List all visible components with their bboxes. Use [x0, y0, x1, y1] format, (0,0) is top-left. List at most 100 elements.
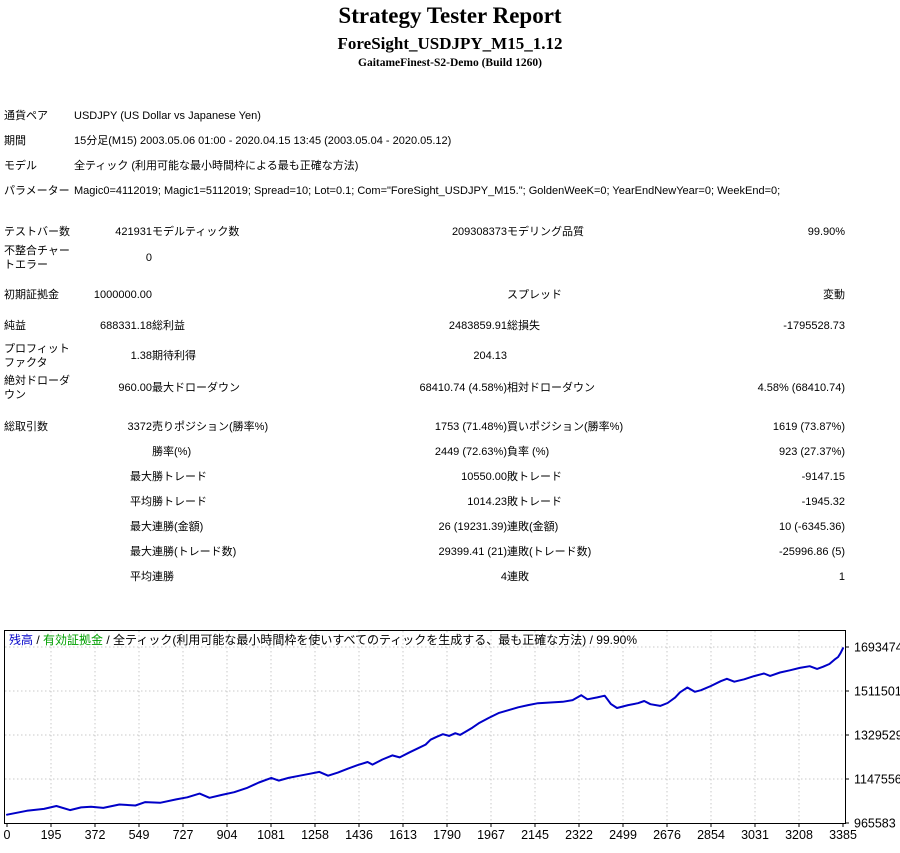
x-axis-label: 3385: [829, 828, 857, 842]
table-row: 絶対ドローダウン 960.00 最大ドローダウン 68410.74 (4.58%) 相対…: [4, 374, 845, 402]
stat-label: 総取引数: [4, 420, 48, 433]
x-axis-label: 1790: [433, 828, 461, 842]
stat-value: 4.58% (68410.74): [757, 382, 846, 394]
legend-separator: /: [33, 633, 43, 647]
table-row: 勝率(%) 2449 (72.63%) 負率 (%) 923 (27.37%): [4, 439, 845, 464]
legend-balance-label: 残高: [9, 632, 33, 647]
balance-chart-svg: 0 195 372 549 727 904 1081 1258 1436 1613 1790 1967…: [4, 630, 900, 842]
server-build: GaitameFinest-S2-Demo (Build 1260): [358, 57, 542, 69]
stat-label: 純益: [4, 319, 26, 332]
stat-value: 204.13: [473, 350, 507, 362]
stat-label: 連敗(金額): [507, 520, 559, 533]
stat-value: 10550.00: [461, 470, 507, 483]
table-row: モデル 全ティック (利用可能な最小時間枠による最も正確な方法): [4, 153, 845, 178]
x-axis-label: 1081: [257, 828, 285, 842]
stat-value: 688331.18: [100, 319, 152, 332]
x-axis-label: 2145: [521, 828, 549, 842]
stat-label: 敗トレード: [507, 470, 562, 483]
stat-value: 変動: [823, 288, 846, 301]
x-axis-label: 1613: [389, 828, 417, 842]
stat-label: [4, 464, 74, 489]
stat-label: テストバー数: [4, 225, 70, 238]
stat-value: [679, 244, 845, 272]
page-title: Strategy Tester Report: [338, 3, 562, 28]
spacer-row: [4, 272, 845, 282]
stat-value: 99.90%: [807, 225, 846, 238]
y-axis-label: 965583: [854, 817, 896, 831]
table-row: 平均 勝トレード 1014.23 敗トレード -1945.32: [4, 489, 845, 514]
y-axis-label: 1693474: [854, 641, 900, 655]
y-axis-label: 1329529: [854, 729, 900, 743]
stat-label: モデリング品質: [507, 225, 584, 238]
stat-value: 最大: [130, 520, 152, 533]
stat-label: 相対ドローダウン: [507, 382, 595, 394]
x-axis-label: 549: [129, 828, 150, 842]
stat-label: 勝トレード: [152, 470, 207, 483]
stat-value: 0: [145, 252, 152, 264]
stat-label: 通貨ペア: [4, 109, 48, 122]
spacer-row: [4, 402, 845, 414]
stat-label: 最大ドローダウン: [152, 382, 240, 394]
spacer-cell: [4, 272, 845, 282]
stat-label: [507, 342, 679, 370]
x-axis-label: 2676: [653, 828, 681, 842]
stat-label: 不整合チャートエラー: [4, 245, 70, 271]
stat-label: [4, 539, 74, 564]
stat-value: 平均: [130, 570, 152, 583]
plot-border: [4, 630, 846, 824]
x-axis-label: 195: [41, 828, 62, 842]
stat-value: 1: [838, 570, 846, 583]
stat-value: [342, 282, 507, 307]
stat-value: [342, 244, 507, 272]
table-row: 最大 勝トレード 10550.00 敗トレード -9147.15: [4, 464, 845, 489]
stat-value: 1.38: [130, 350, 152, 362]
stat-label: 売りポジション(勝率%): [152, 420, 269, 433]
stat-value: 最大: [130, 470, 152, 483]
table-row: 最大 連勝(金額) 26 (19231.39) 連敗(金額) 10 (-6345.36): [4, 514, 845, 539]
table-row: 純益 688331.18 総利益 2483859.91 総損失 -1795528.73: [4, 313, 845, 338]
stat-value: 15分足(M15) 2003.05.06 01:00 - 2020.04.15 …: [74, 134, 452, 147]
stat-value: [679, 342, 845, 370]
table-row: プロフィットファクタ 1.38 期待利得 204.13: [4, 342, 845, 370]
stat-value: 960.00: [118, 382, 152, 394]
stat-label: モデル: [4, 159, 37, 172]
table-row: 最大 連勝(トレード数) 29399.41 (21) 連敗(トレード数) -25996.…: [4, 539, 845, 564]
stat-value: 1619 (73.87%): [772, 420, 846, 433]
stat-value: 209308373: [451, 225, 507, 238]
stat-label: [152, 282, 342, 307]
x-axis-label: 0: [4, 828, 11, 842]
stat-label: 勝トレード: [152, 495, 207, 508]
x-axis-label: 2854: [697, 828, 725, 842]
x-axis-label: 2499: [609, 828, 637, 842]
stat-value: [74, 439, 152, 464]
x-axis-label: 372: [85, 828, 106, 842]
expert-name: ForeSight_USDJPY_M15_1.12: [337, 34, 563, 53]
stat-label: 期待利得: [152, 350, 196, 362]
stat-value: 2483859.91: [448, 319, 507, 332]
stat-value: 923 (27.37%): [778, 445, 846, 458]
balance-chart: 0 195 372 549 727 904 1081 1258 1436 1613 1790 1967…: [0, 630, 900, 848]
stat-value: -1945.32: [801, 495, 846, 508]
stat-label: [152, 244, 342, 272]
stat-label: 買いポジション(勝率%): [507, 420, 624, 433]
stat-label: 勝率(%): [152, 445, 192, 458]
stat-label: パラメーター: [4, 184, 70, 197]
report-header: Strategy Tester Report ForeSight_USDJPY_…: [0, 2, 900, 70]
x-axis-label: 1967: [477, 828, 505, 842]
spacer-cell: [4, 402, 845, 414]
stat-label: [4, 439, 74, 464]
stat-label: スプレッド: [507, 288, 562, 301]
stat-value: -9147.15: [801, 470, 846, 483]
stat-label: [507, 244, 679, 272]
stat-label: プロフィットファクタ: [4, 343, 70, 369]
x-axis-label: 1436: [345, 828, 373, 842]
stat-value: 平均: [130, 495, 152, 508]
stat-label: 初期証拠金: [4, 288, 59, 301]
stat-value: 29399.41 (21): [438, 545, 508, 558]
stat-label: 連勝: [152, 570, 174, 583]
stat-value: 1000000.00: [93, 288, 152, 301]
stat-value: 68410.74 (4.58%): [419, 382, 507, 394]
stat-label: 絶対ドローダウン: [4, 375, 70, 401]
spacer-cell: [4, 203, 845, 219]
x-axis-label: 1258: [301, 828, 329, 842]
